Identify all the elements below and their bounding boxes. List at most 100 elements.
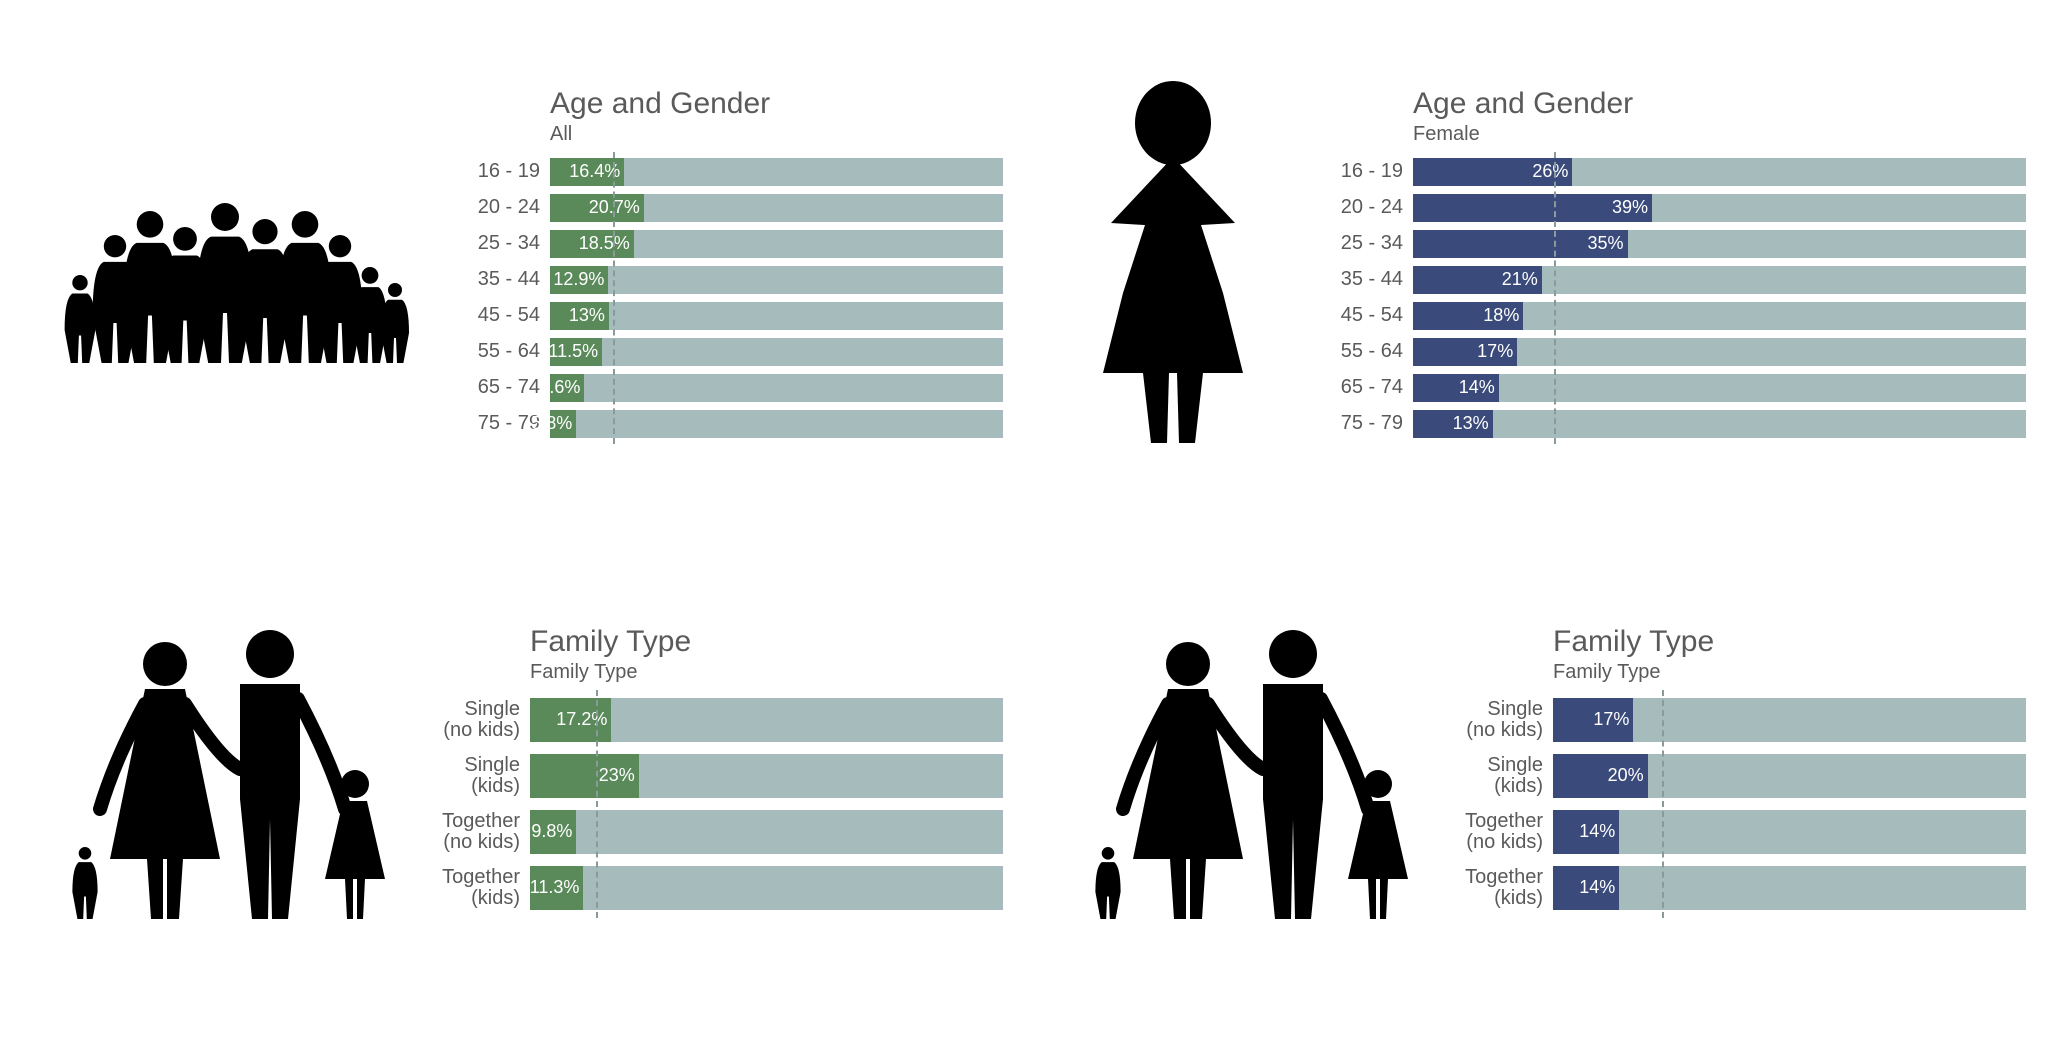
bar-track: 12.9%	[550, 266, 1003, 294]
bar-row: 16 - 1926%	[1303, 156, 2026, 188]
bar-track: 26%	[1413, 158, 2026, 186]
bar-fill: 5.8%	[550, 410, 576, 438]
bar-label: 16 - 19	[1303, 161, 1413, 182]
bar-track: 5.8%	[550, 410, 1003, 438]
bar-label: 45 - 54	[440, 305, 550, 326]
bar-value: 11.5%	[548, 341, 598, 362]
bar-fill: 14%	[1553, 810, 1619, 854]
bar-label: 25 - 34	[1303, 233, 1413, 254]
bar-value: 18.5%	[579, 233, 630, 254]
bar-fill: 14%	[1553, 866, 1619, 910]
family-icon	[1063, 609, 1423, 929]
chart-subtitle: Family Type	[530, 661, 1003, 684]
chart-title: Age and Gender	[1413, 87, 2026, 121]
bar-row: 45 - 5418%	[1303, 300, 2026, 332]
bar-fill: 18.5%	[550, 230, 634, 258]
bar-value: 13%	[1453, 413, 1489, 434]
panel-family-female: Family TypeFamily TypeSingle(no kids)17%…	[1063, 536, 2026, 1002]
chart-subtitle: Family Type	[1553, 661, 2026, 684]
bar-track: 18.5%	[550, 230, 1003, 258]
bar-row: 75 - 795.8%	[440, 408, 1003, 440]
reference-line	[1662, 690, 1664, 918]
bar-track: 14%	[1413, 374, 2026, 402]
bar-fill: 13%	[1413, 410, 1493, 438]
bar-value: 23%	[599, 765, 635, 786]
family-icon	[40, 609, 400, 929]
bar-fill: 39%	[1413, 194, 1652, 222]
bar-label: 16 - 19	[440, 161, 550, 182]
bar-value: 7.6%	[539, 377, 580, 398]
bar-fill: 23%	[530, 754, 639, 798]
bar-label: 20 - 24	[440, 197, 550, 218]
bar-row: Single(kids) 23%	[420, 750, 1003, 802]
bar-label: 35 - 44	[440, 269, 550, 290]
bar-label: Single(no kids)	[420, 699, 530, 741]
bar-track: 17.2%	[530, 698, 1003, 742]
bar-fill: 18%	[1413, 302, 1523, 330]
group-icon	[40, 153, 420, 373]
bar-fill: 13%	[550, 302, 609, 330]
bar-value: 9.8%	[531, 821, 572, 842]
bar-label: Single(no kids)	[1443, 699, 1553, 741]
bar-row: Together(kids)14%	[1443, 862, 2026, 914]
bar-label: Single(kids)	[420, 755, 530, 797]
bar-label: 55 - 64	[1303, 341, 1413, 362]
bar-fill: 21%	[1413, 266, 1542, 294]
bar-fill: 26%	[1413, 158, 1572, 186]
bar-row: 25 - 3435%	[1303, 228, 2026, 260]
bar-value: 17%	[1477, 341, 1513, 362]
bar-value: 11.3%	[530, 877, 580, 898]
bar-fill: 35%	[1413, 230, 1628, 258]
bar-track: 16.4%	[550, 158, 1003, 186]
bar-track: 11.3%	[530, 866, 1003, 910]
bar-row: 20 - 2420.7%	[440, 192, 1003, 224]
chart-title: Family Type	[1553, 625, 2026, 659]
bar-list: Single(no kids)17%Single(kids)20%Togethe…	[1443, 694, 2026, 914]
bar-row: 55 - 64 17%	[1303, 336, 2026, 368]
panel-family-all: Family TypeFamily TypeSingle(no kids)17.…	[40, 536, 1003, 1002]
bar-label: 45 - 54	[1303, 305, 1413, 326]
bar-fill: 17.2%	[530, 698, 611, 742]
bar-fill: 20%	[1553, 754, 1648, 798]
chart-age-all: Age and GenderAll16 - 1916.4%20 - 2420.7…	[440, 87, 1003, 440]
dashboard-grid: Age and GenderAll16 - 1916.4%20 - 2420.7…	[0, 0, 2066, 1042]
bar-label: 20 - 24	[1303, 197, 1413, 218]
bar-row: 16 - 1916.4%	[440, 156, 1003, 188]
bar-row: 25 - 34 18.5%	[440, 228, 1003, 260]
bar-track: 20.7%	[550, 194, 1003, 222]
bar-value: 17.2%	[556, 709, 607, 730]
bar-track: 35%	[1413, 230, 2026, 258]
bar-track: 21%	[1413, 266, 2026, 294]
reference-line	[1554, 152, 1556, 444]
bar-value: 39%	[1612, 197, 1648, 218]
bar-track: 7.6%	[550, 374, 1003, 402]
chart-family-female: Family TypeFamily TypeSingle(no kids)17%…	[1443, 625, 2026, 914]
bar-track: 17%	[1553, 698, 2026, 742]
bar-fill: 7.6%	[550, 374, 584, 402]
bar-track: 20%	[1553, 754, 2026, 798]
bar-row: 55 - 6411.5%	[440, 336, 1003, 368]
bar-value: 20%	[1608, 765, 1644, 786]
bar-row: Together(kids)11.3%	[420, 862, 1003, 914]
bar-row: Single(kids)20%	[1443, 750, 2026, 802]
bar-track: 23%	[530, 754, 1003, 798]
bar-label: Together(kids)	[420, 867, 530, 909]
bar-row: Single(no kids) 17.2%	[420, 694, 1003, 746]
bar-track: 13%	[1413, 410, 2026, 438]
bar-row: Single(no kids)17%	[1443, 694, 2026, 746]
bar-label: 65 - 74	[440, 377, 550, 398]
bar-track: 14%	[1553, 866, 2026, 910]
bar-fill: 14%	[1413, 374, 1499, 402]
bar-row: 20 - 24 39%	[1303, 192, 2026, 224]
chart-title: Age and Gender	[550, 87, 1003, 121]
bar-row: 35 - 4421%	[1303, 264, 2026, 296]
chart-subtitle: Female	[1413, 123, 2026, 146]
bar-track: 11.5%	[550, 338, 1003, 366]
bar-label: 25 - 34	[440, 233, 550, 254]
bar-fill: 11.3%	[530, 866, 583, 910]
panel-age-all: Age and GenderAll16 - 1916.4%20 - 2420.7…	[40, 30, 1003, 496]
bar-label: 35 - 44	[1303, 269, 1413, 290]
bar-row: 65 - 7414%	[1303, 372, 2026, 404]
bar-track: 18%	[1413, 302, 2026, 330]
chart-family-all: Family TypeFamily TypeSingle(no kids)17.…	[420, 625, 1003, 914]
